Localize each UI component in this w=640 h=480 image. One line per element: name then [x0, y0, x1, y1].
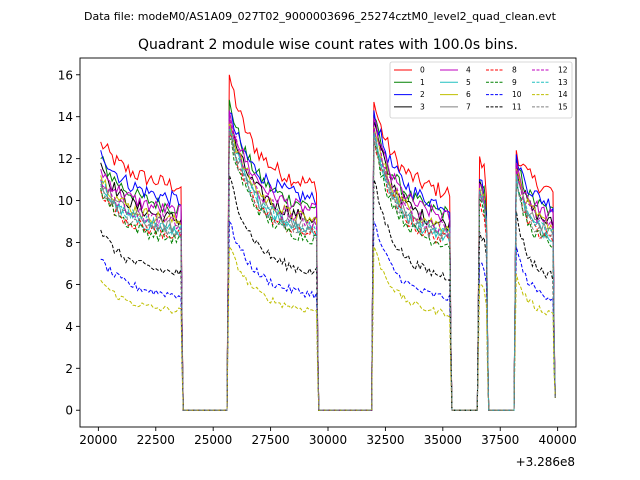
series-layer [100, 74, 556, 411]
y-tick-label-12: 12 [58, 152, 73, 166]
legend-label-12: 12 [558, 66, 568, 75]
legend-label-8: 8 [512, 66, 517, 75]
y-tick-label-2: 2 [65, 362, 73, 376]
chart-suptitle: Data file: modeM0/AS1A09_027T02_90000036… [84, 10, 557, 23]
y-tick-label-14: 14 [58, 110, 73, 124]
legend-label-11: 11 [512, 102, 522, 111]
x-tick-label-27500: 27500 [251, 433, 289, 447]
legend-label-5: 5 [466, 78, 471, 87]
series-line-2 [100, 110, 556, 411]
legend-label-14: 14 [558, 90, 568, 99]
legend-label-3: 3 [420, 102, 425, 111]
axes: 20000 22500 25000 27500 30000 32500 35000 37500… [58, 57, 577, 447]
series-line-14 [100, 245, 556, 411]
x-tick-label-25000: 25000 [194, 433, 232, 447]
legend-label-15: 15 [558, 102, 568, 111]
series-line-4 [100, 110, 556, 411]
series-line-0 [100, 74, 556, 411]
x-tick-label-40000: 40000 [539, 433, 577, 447]
x-tick-label-30000: 30000 [309, 433, 347, 447]
legend-label-2: 2 [420, 90, 425, 99]
y-tick-label-0: 0 [65, 404, 73, 418]
x-tick-label-20000: 20000 [79, 433, 117, 447]
legend-label-4: 4 [466, 66, 471, 75]
chart-title: Quadrant 2 module wise count rates with … [138, 37, 518, 53]
series-line-9 [100, 135, 556, 411]
series-line-10 [100, 220, 556, 411]
legend-label-10: 10 [512, 90, 522, 99]
x-axis-offset-label: +3.286e8 [516, 455, 575, 469]
legend-label-0: 0 [420, 66, 425, 75]
y-tick-label-10: 10 [58, 194, 73, 208]
x-tick-label-32500: 32500 [366, 433, 404, 447]
x-tick-label-37500: 37500 [481, 433, 519, 447]
legend-label-13: 13 [558, 78, 568, 87]
y-tick-label-4: 4 [65, 320, 73, 334]
series-line-15 [100, 131, 556, 411]
legend-label-7: 7 [466, 102, 471, 111]
y-tick-label-8: 8 [65, 236, 73, 250]
y-tick-label-6: 6 [65, 278, 73, 292]
series-line-11 [100, 175, 556, 411]
legend-label-1: 1 [420, 78, 425, 87]
legend-box [389, 61, 573, 119]
legend-label-9: 9 [512, 78, 517, 87]
y-tick-label-16: 16 [58, 68, 73, 82]
legend-label-6: 6 [466, 90, 471, 99]
x-tick-label-22500: 22500 [137, 433, 175, 447]
x-tick-label-35000: 35000 [424, 433, 462, 447]
